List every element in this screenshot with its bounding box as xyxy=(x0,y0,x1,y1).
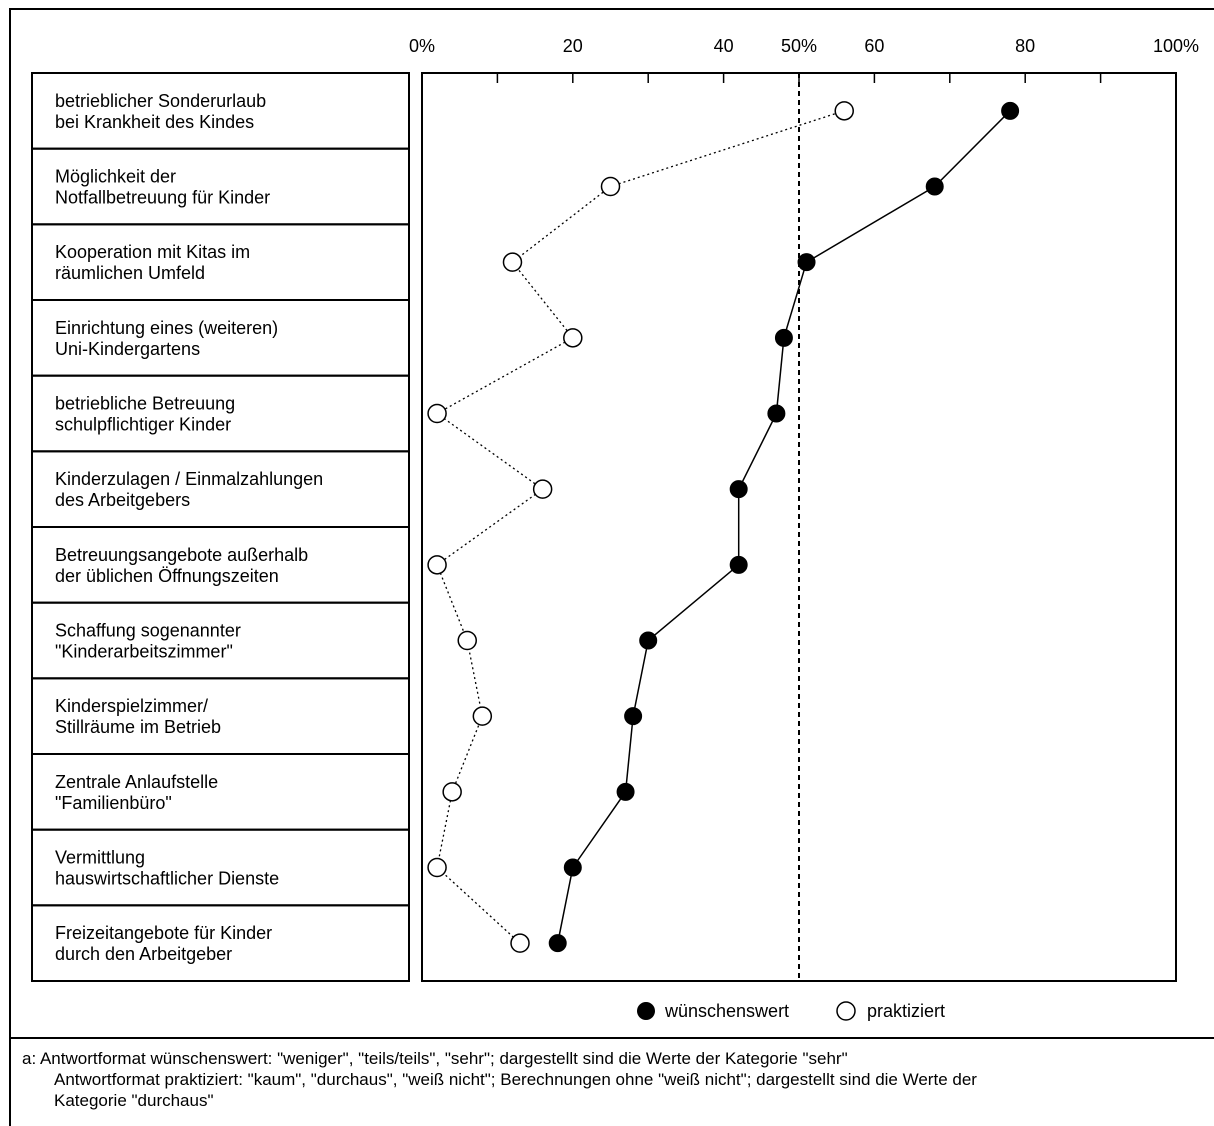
legend-label: wünschenswert xyxy=(664,1001,789,1021)
category-label-line: "Familienbüro" xyxy=(55,793,172,813)
category-label-line: Kinderspielzimmer/ xyxy=(55,696,208,716)
category-label-line: Vermittlung xyxy=(55,848,145,868)
legend-marker-open xyxy=(836,1001,856,1021)
footnote-line-2: Antwortformat praktiziert: "kaum", "durc… xyxy=(54,1070,977,1089)
series-line-praktiziert xyxy=(435,110,845,944)
point-wuenschenswert xyxy=(925,177,944,196)
point-praktiziert xyxy=(532,479,553,499)
x-tick-label: 80 xyxy=(1015,36,1035,56)
point-praktiziert xyxy=(600,176,621,197)
chart: 0% 20 40 50% 60 80 100% betrieblicher Sonderurl… xyxy=(31,36,1199,1021)
point-praktiziert xyxy=(834,101,854,121)
footnote: a: Antwortformat wünschenswert: "weniger… xyxy=(22,1048,1212,1111)
category-label-line: Zentrale Anlaufstelle xyxy=(55,772,218,792)
point-wuenschenswert xyxy=(729,555,748,574)
point-praktiziert xyxy=(457,630,477,651)
category-label-line: durch den Arbeitgeber xyxy=(55,944,232,964)
point-wuenschenswert xyxy=(729,480,748,499)
category-label-line: Kinderzulagen / Einmalzahlungen xyxy=(55,469,323,489)
point-wuenschenswert xyxy=(616,782,635,801)
point-wuenschenswert xyxy=(624,707,643,726)
category-label-line: des Arbeitgebers xyxy=(55,490,190,510)
figure-frame-left xyxy=(9,8,11,1126)
point-praktiziert xyxy=(427,857,447,878)
category-label-line: räumlichen Umfeld xyxy=(55,263,205,283)
legend-marker-filled xyxy=(637,1002,655,1020)
category-label-line: Schaffung sogenannter xyxy=(55,621,241,641)
point-wuenschenswert xyxy=(767,404,786,423)
legend-label: praktiziert xyxy=(867,1001,945,1021)
category-box xyxy=(31,374,410,453)
point-praktiziert xyxy=(563,328,583,348)
point-wuenschenswert xyxy=(639,631,658,650)
category-label-line: Uni-Kindergartens xyxy=(55,339,200,359)
point-praktiziert xyxy=(427,555,447,575)
category-label-line: Notfallbetreuung für Kinder xyxy=(55,188,270,208)
category-label-line: schulpflichtiger Kinder xyxy=(55,415,231,435)
point-wuenschenswert xyxy=(774,328,793,347)
category-box xyxy=(31,601,410,680)
category-label-line: Stillräume im Betrieb xyxy=(55,717,221,737)
point-praktiziert xyxy=(442,782,462,802)
category-box xyxy=(31,904,410,982)
category-label-line: bei Krankheit des Kindes xyxy=(55,112,254,132)
point-praktiziert xyxy=(472,706,493,726)
category-label-line: betrieblicher Sonderurlaub xyxy=(55,91,266,111)
x-tick-label: 20 xyxy=(563,36,583,56)
category-label-line: betriebliche Betreuung xyxy=(55,394,235,414)
x-tick-label: 60 xyxy=(864,36,884,56)
category-label-line: Möglichkeit der xyxy=(55,167,176,187)
category-label-line: der üblichen Öffnungszeiten xyxy=(55,566,279,586)
category-label-line: Kooperation mit Kitas im xyxy=(55,242,250,262)
point-praktiziert xyxy=(510,933,530,953)
x-tick-label: 100% xyxy=(1153,36,1199,56)
footnote-line-1: a: Antwortformat wünschenswert: "weniger… xyxy=(22,1049,848,1068)
series-line-wünschenswert xyxy=(556,110,1011,944)
footnote-separator xyxy=(9,1037,1214,1039)
category-box xyxy=(31,828,410,907)
point-wuenschenswert xyxy=(797,253,816,272)
category-label-line: Betreuungsangebote außerhalb xyxy=(55,545,308,565)
x-tick-label: 40 xyxy=(714,36,734,56)
footnote-line-3: Kategorie "durchaus" xyxy=(54,1091,214,1110)
point-wuenschenswert xyxy=(563,858,582,877)
point-wuenschenswert xyxy=(1001,101,1020,120)
x-tick-label: 50% xyxy=(781,36,817,56)
category-box xyxy=(31,147,410,226)
point-praktiziert xyxy=(427,403,447,424)
x-tick-label: 0% xyxy=(409,36,435,56)
figure-frame-top xyxy=(9,8,1214,10)
category-label-line: Freizeitangebote für Kinder xyxy=(55,923,272,943)
point-praktiziert xyxy=(502,252,523,272)
category-label-line: hauswirtschaftlicher Dienste xyxy=(55,869,279,889)
point-wuenschenswert xyxy=(548,934,567,953)
category-label-line: "Kinderarbeitszimmer" xyxy=(55,642,233,662)
category-label-line: Einrichtung eines (weiteren) xyxy=(55,318,278,338)
